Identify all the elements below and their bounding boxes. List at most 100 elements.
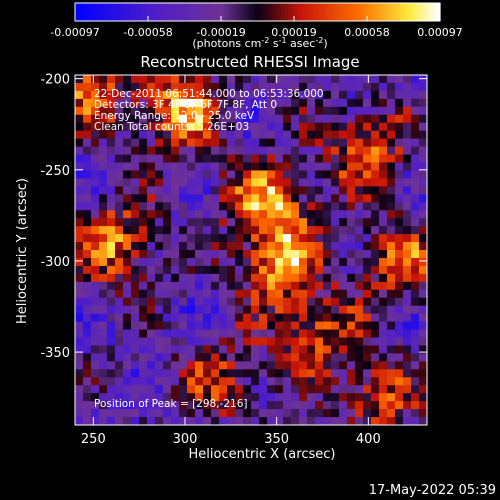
heatmap-cell	[299, 289, 308, 299]
colorbar-cell	[400, 3, 405, 21]
heatmap-cell	[75, 409, 84, 418]
heatmap-cell	[75, 154, 84, 163]
heatmap-cell	[219, 377, 228, 386]
heatmap-cell	[323, 114, 332, 124]
heatmap-cell	[307, 297, 316, 307]
heatmap-cell	[283, 305, 292, 315]
colorbar-cell	[138, 3, 143, 21]
heatmap-cell	[299, 90, 308, 100]
heatmap-cell	[411, 170, 420, 179]
heatmap-cell	[139, 130, 148, 140]
heatmap-cell	[131, 250, 140, 259]
heatmap-cell	[283, 345, 292, 354]
heatmap-cell	[219, 353, 228, 362]
heatmap-cell	[195, 250, 204, 259]
heatmap-cell	[211, 345, 220, 354]
heatmap-cell	[243, 162, 252, 171]
heatmap-cell	[283, 114, 292, 124]
heatmap-cell	[339, 297, 348, 307]
heatmap-cell	[219, 226, 228, 235]
heatmap-cell	[395, 385, 404, 394]
heatmap-cell	[99, 178, 108, 187]
heatmap-cell	[75, 114, 84, 124]
heatmap-cell	[83, 138, 92, 148]
heatmap-cell	[147, 162, 156, 171]
heatmap-cell	[115, 321, 124, 331]
heatmap-cell	[267, 202, 276, 211]
heatmap-cell	[283, 393, 292, 402]
heatmap-cell	[243, 146, 252, 156]
heatmap-cell	[387, 226, 396, 235]
heatmap-cell	[403, 226, 412, 235]
colorbar-cell	[224, 3, 228, 21]
colorbar-cell	[199, 3, 204, 21]
heatmap-cell	[75, 353, 84, 362]
heatmap-cell	[387, 90, 396, 100]
colorbar-cell	[84, 3, 88, 21]
heatmap-cell	[243, 281, 252, 291]
heatmap-cell	[283, 90, 292, 100]
heatmap-cell	[123, 98, 132, 108]
heatmap-cell	[267, 329, 276, 338]
heatmap-cell	[339, 361, 348, 370]
heatmap-cell	[283, 353, 292, 362]
heatmap-cell	[259, 90, 268, 100]
heatmap-cell	[187, 98, 196, 108]
heatmap-cell	[139, 114, 148, 124]
heatmap-cell	[299, 146, 308, 156]
heatmap-cell	[83, 106, 92, 116]
colorbar-tick-label: 0.00058	[344, 26, 390, 39]
heatmap-cell	[355, 250, 364, 259]
heatmap-cell	[243, 75, 252, 84]
heatmap-cell	[75, 178, 84, 187]
heatmap-cell	[195, 257, 204, 267]
heatmap-cell	[219, 361, 228, 370]
heatmap-cell	[195, 313, 204, 323]
heatmap-cell	[315, 297, 324, 307]
heatmap-cell	[99, 345, 108, 354]
heatmap-cell	[123, 273, 132, 283]
heatmap-cell	[123, 321, 132, 331]
heatmap-cell	[419, 194, 428, 203]
heatmap-cell	[131, 98, 140, 108]
heatmap-cell	[251, 130, 260, 140]
heatmap-cell	[259, 353, 268, 362]
heatmap-cell	[299, 114, 308, 124]
heatmap-cell	[243, 321, 252, 331]
heatmap-cell	[195, 162, 204, 171]
heatmap-cell	[211, 194, 220, 203]
heatmap-cell	[275, 377, 284, 386]
heatmap-cell	[75, 90, 84, 100]
heatmap-cell	[235, 313, 244, 323]
heatmap-cell	[147, 281, 156, 291]
heatmap-cell	[187, 202, 196, 211]
heatmap-cell	[147, 265, 156, 275]
heatmap-cell	[411, 393, 420, 402]
heatmap-cell	[123, 313, 132, 323]
heatmap-cell	[83, 401, 92, 410]
heatmap-cell	[347, 273, 356, 283]
heatmap-cell	[299, 234, 308, 243]
y-axis-label: Heliocentric Y (arcsec)	[15, 178, 30, 324]
heatmap-cell	[275, 170, 284, 179]
heatmap-cell	[107, 281, 116, 291]
heatmap-cell	[275, 154, 284, 163]
heatmap-cell	[219, 393, 228, 402]
heatmap-cell	[395, 226, 404, 235]
heatmap-cell	[107, 305, 116, 315]
heatmap-cell	[387, 377, 396, 386]
heatmap-cell	[403, 210, 412, 219]
heatmap-cell	[211, 170, 220, 179]
heatmap-cell	[339, 138, 348, 148]
heatmap-cell	[147, 130, 156, 140]
heatmap-cell	[307, 377, 316, 386]
heatmap-cell	[91, 82, 100, 92]
heatmap-cell	[155, 250, 164, 259]
heatmap-cell	[259, 417, 268, 426]
heatmap-cell	[203, 162, 212, 171]
heatmap-cell	[323, 329, 332, 338]
heatmap-cell	[227, 202, 236, 211]
heatmap-cell	[331, 401, 340, 410]
heatmap-cell	[187, 170, 196, 179]
heatmap-cell	[179, 345, 188, 354]
